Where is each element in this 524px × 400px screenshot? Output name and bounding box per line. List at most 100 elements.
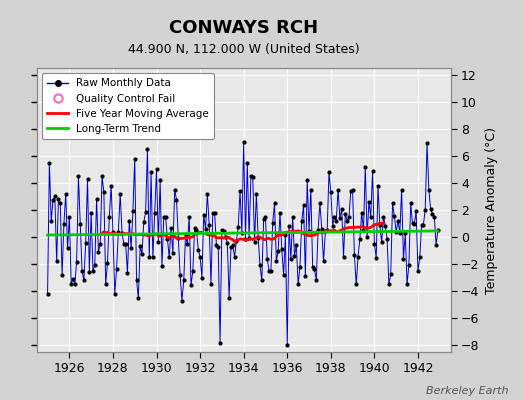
Point [303, 177, 311, 184]
Point [214, 243, 222, 250]
Point [223, 240, 232, 246]
Point [91, 262, 99, 268]
Point [147, 169, 155, 175]
Point [211, 210, 219, 216]
Point [405, 262, 413, 268]
Point [434, 227, 442, 234]
Point [85, 268, 93, 275]
Point [45, 160, 53, 166]
Point [160, 214, 168, 220]
Point [133, 277, 141, 283]
Point [94, 248, 103, 255]
Point [181, 232, 190, 238]
Point [221, 234, 230, 240]
Point [383, 236, 391, 242]
Point [123, 270, 132, 276]
Point [220, 228, 228, 234]
Point [114, 229, 123, 236]
Point [192, 227, 201, 234]
Point [279, 272, 288, 278]
Point [365, 198, 373, 205]
Point [149, 254, 157, 260]
Point [58, 272, 67, 278]
Legend: Raw Monthly Data, Quality Control Fail, Five Year Moving Average, Long-Term Tren: Raw Monthly Data, Quality Control Fail, … [42, 73, 214, 139]
Point [96, 241, 104, 247]
Point [52, 258, 61, 264]
Point [407, 200, 415, 206]
Point [141, 209, 150, 215]
Point [150, 210, 159, 216]
Point [67, 280, 75, 287]
Point [314, 227, 322, 233]
Point [205, 221, 213, 228]
Point [209, 210, 217, 217]
Point [319, 258, 328, 264]
Point [185, 214, 193, 220]
Point [408, 220, 417, 226]
Point [125, 218, 134, 224]
Point [243, 160, 252, 166]
Point [285, 222, 293, 229]
Point [430, 214, 439, 220]
Point [92, 196, 101, 202]
Point [259, 216, 268, 222]
Point [245, 234, 253, 241]
Point [394, 218, 402, 224]
Point [201, 226, 210, 232]
Point [80, 277, 88, 284]
Point [283, 342, 291, 348]
Point [63, 245, 72, 252]
Point [416, 254, 424, 260]
Point [301, 273, 310, 279]
Point [61, 190, 70, 197]
Point [72, 258, 81, 265]
Point [272, 258, 280, 264]
Point [387, 271, 395, 277]
Point [334, 186, 342, 193]
Point [161, 214, 170, 220]
Point [60, 221, 68, 227]
Point [176, 272, 184, 278]
Point [419, 221, 428, 228]
Point [299, 202, 308, 208]
Point [187, 282, 195, 289]
Point [116, 190, 124, 197]
Point [196, 254, 204, 260]
Point [361, 164, 369, 170]
Point [105, 214, 114, 220]
Point [278, 246, 286, 252]
Point [374, 182, 382, 189]
Point [83, 176, 92, 182]
Point [340, 254, 348, 260]
Point [281, 232, 290, 238]
Point [372, 255, 380, 261]
Point [368, 168, 377, 174]
Point [258, 277, 266, 284]
Point [174, 235, 182, 241]
Point [145, 254, 154, 261]
Point [127, 245, 135, 252]
Point [170, 186, 179, 193]
Point [189, 268, 197, 274]
Point [401, 230, 409, 236]
Point [152, 166, 161, 173]
Point [248, 174, 257, 180]
Point [167, 225, 175, 232]
Point [329, 222, 337, 229]
Point [47, 218, 56, 224]
Point [78, 268, 86, 275]
Point [307, 186, 315, 193]
Point [310, 266, 319, 272]
Point [352, 281, 361, 288]
Point [139, 219, 148, 225]
Point [292, 242, 300, 248]
Point [250, 238, 259, 245]
Point [427, 206, 435, 213]
Point [268, 220, 277, 226]
Point [423, 140, 431, 146]
Point [183, 241, 192, 248]
Point [252, 190, 260, 197]
Point [336, 215, 344, 221]
Point [111, 291, 119, 297]
Point [225, 295, 233, 301]
